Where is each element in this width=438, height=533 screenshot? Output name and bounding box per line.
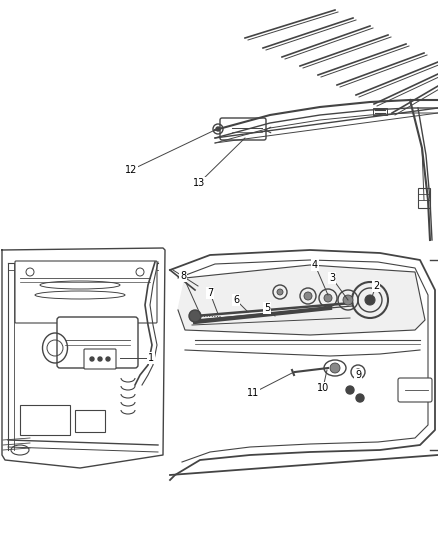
FancyBboxPatch shape <box>220 118 266 140</box>
Circle shape <box>106 357 110 361</box>
FancyBboxPatch shape <box>398 378 432 402</box>
Circle shape <box>356 394 364 402</box>
Text: 1: 1 <box>148 353 154 363</box>
Bar <box>20 405 70 435</box>
Circle shape <box>304 292 312 300</box>
Text: 11: 11 <box>247 388 259 398</box>
Circle shape <box>277 289 283 295</box>
Circle shape <box>365 295 375 305</box>
Text: 2: 2 <box>373 281 379 291</box>
Circle shape <box>324 294 332 302</box>
Circle shape <box>189 310 201 322</box>
FancyBboxPatch shape <box>84 349 116 369</box>
Text: 12: 12 <box>125 165 137 175</box>
Polygon shape <box>178 265 425 335</box>
Text: 13: 13 <box>193 178 205 188</box>
Bar <box>373 108 387 115</box>
Text: 6: 6 <box>233 295 239 305</box>
Circle shape <box>90 357 94 361</box>
Bar <box>418 188 430 208</box>
Text: 4: 4 <box>312 260 318 270</box>
Circle shape <box>343 295 353 305</box>
Circle shape <box>330 363 340 373</box>
Text: 8: 8 <box>180 271 186 281</box>
Circle shape <box>98 357 102 361</box>
Text: 3: 3 <box>329 273 335 283</box>
Text: 7: 7 <box>207 288 213 298</box>
Bar <box>75 410 105 432</box>
Text: 10: 10 <box>317 383 329 393</box>
Circle shape <box>216 127 220 131</box>
Text: 5: 5 <box>264 303 270 313</box>
FancyBboxPatch shape <box>57 317 138 368</box>
Polygon shape <box>2 248 165 468</box>
Text: 9: 9 <box>355 370 361 380</box>
Circle shape <box>355 369 361 375</box>
Circle shape <box>346 386 354 394</box>
FancyBboxPatch shape <box>15 261 157 323</box>
